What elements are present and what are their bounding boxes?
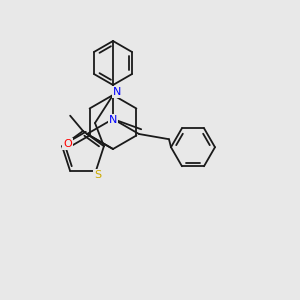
Text: S: S	[94, 170, 101, 180]
Text: O: O	[63, 139, 72, 149]
Text: N: N	[109, 115, 117, 125]
Text: N: N	[113, 87, 121, 97]
